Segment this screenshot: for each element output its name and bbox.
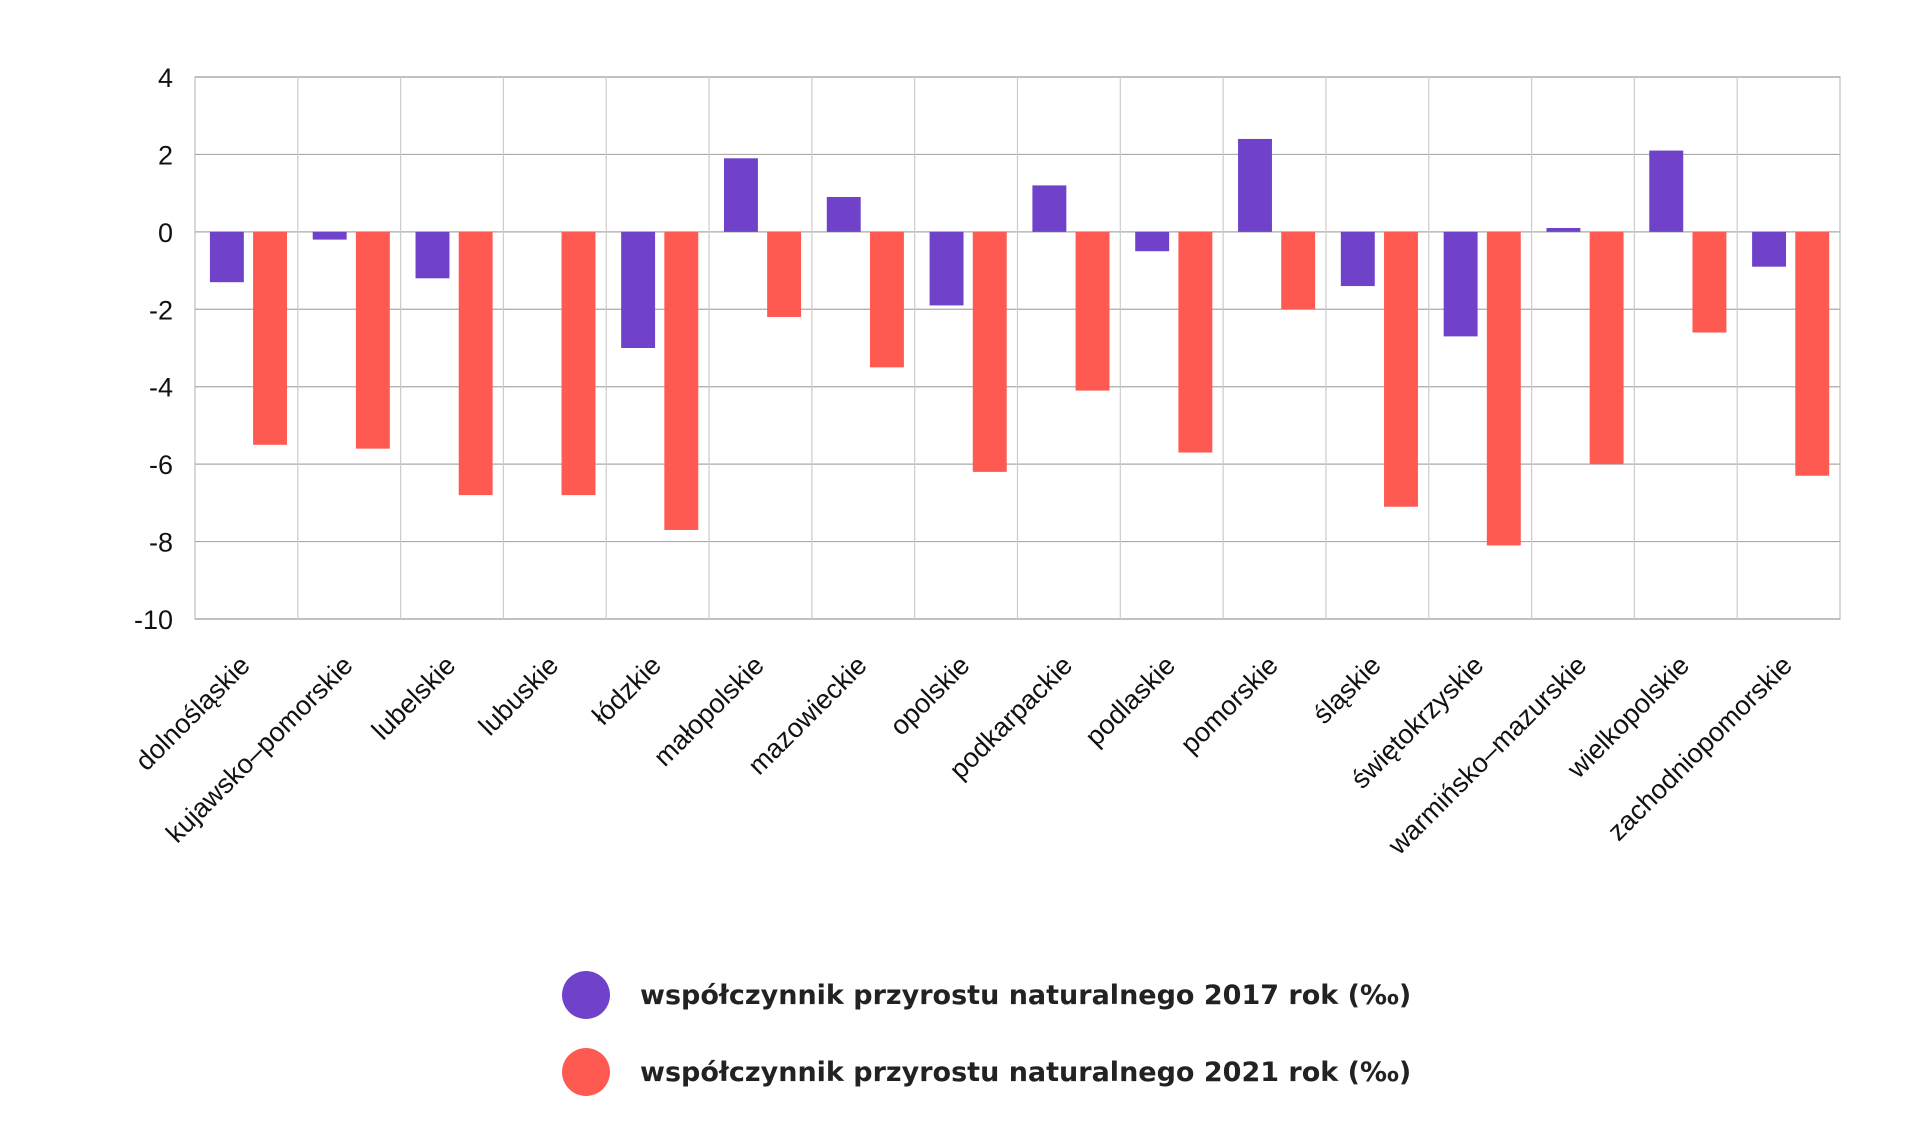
bar-2021 xyxy=(355,231,390,449)
bar-2017 xyxy=(1752,231,1787,267)
x-tick-label: podlaskie xyxy=(1079,650,1181,752)
bar-2017 xyxy=(1546,227,1581,232)
x-tick-label: zachodniopomorskie xyxy=(1602,650,1798,846)
bar-2021 xyxy=(458,231,493,496)
bar-2017 xyxy=(1135,231,1170,252)
bar-2017 xyxy=(1238,138,1272,232)
bar-2021 xyxy=(1178,231,1213,453)
bar-2017 xyxy=(826,197,861,232)
y-tick-label: -8 xyxy=(149,528,173,558)
x-tick-label: warmińsko–mazurskie xyxy=(1382,650,1593,861)
y-tick-label: 2 xyxy=(158,140,173,170)
x-tick-label: lubuskie xyxy=(473,650,564,741)
legend-swatch-2021 xyxy=(562,1048,610,1096)
bar-2021 xyxy=(253,231,288,445)
bar-2017 xyxy=(415,231,450,279)
x-tick-label: lubelskie xyxy=(366,650,462,746)
bar-2021 xyxy=(1384,231,1418,507)
x-tick-label: śląskie xyxy=(1307,650,1387,730)
bar-2017 xyxy=(621,231,656,348)
bar-2021 xyxy=(561,231,596,496)
bar-2017 xyxy=(1649,150,1684,232)
y-tick-label: 4 xyxy=(158,63,173,93)
y-tick-label: -10 xyxy=(134,605,173,635)
bar-2021 xyxy=(1281,231,1316,310)
legend-label-2021: współczynnik przyrostu naturalnego 2021 … xyxy=(640,1056,1412,1088)
x-tick-label: pomorskie xyxy=(1175,650,1284,759)
x-tick-label: łódzkie xyxy=(586,650,667,731)
x-tick-label: opolskie xyxy=(884,650,975,741)
y-tick-label: -4 xyxy=(149,373,173,403)
bar-2021 xyxy=(767,231,802,318)
bar-2021 xyxy=(972,231,1007,472)
bar-2021 xyxy=(1795,231,1830,476)
bar-2021 xyxy=(664,231,699,530)
y-tick-label: 0 xyxy=(158,218,173,248)
y-tick-label: -6 xyxy=(149,450,173,480)
bar-2017 xyxy=(1443,231,1478,337)
legend-item-2017: współczynnik przyrostu naturalnego 2017 … xyxy=(562,971,1411,1019)
y-tick-label: -2 xyxy=(149,295,173,325)
legend-label-2017: współczynnik przyrostu naturalnego 2017 … xyxy=(640,979,1412,1011)
bar-2017 xyxy=(1340,231,1375,287)
bar-2017 xyxy=(929,231,964,306)
bar-2021 xyxy=(1692,231,1727,333)
bar-2017 xyxy=(312,231,347,240)
bar-2021 xyxy=(869,231,904,368)
x-tick-label: kujawsko–pomorskie xyxy=(160,650,358,848)
legend-item-2021: współczynnik przyrostu naturalnego 2021 … xyxy=(562,1048,1411,1096)
bar-2021 xyxy=(1486,231,1521,546)
bar-2017 xyxy=(723,158,758,232)
bar-2017 xyxy=(1032,185,1067,232)
legend-swatch-2017 xyxy=(562,971,610,1019)
bar-2017 xyxy=(209,231,244,283)
bar-2021 xyxy=(1075,231,1110,391)
bar-2021 xyxy=(1589,231,1624,465)
